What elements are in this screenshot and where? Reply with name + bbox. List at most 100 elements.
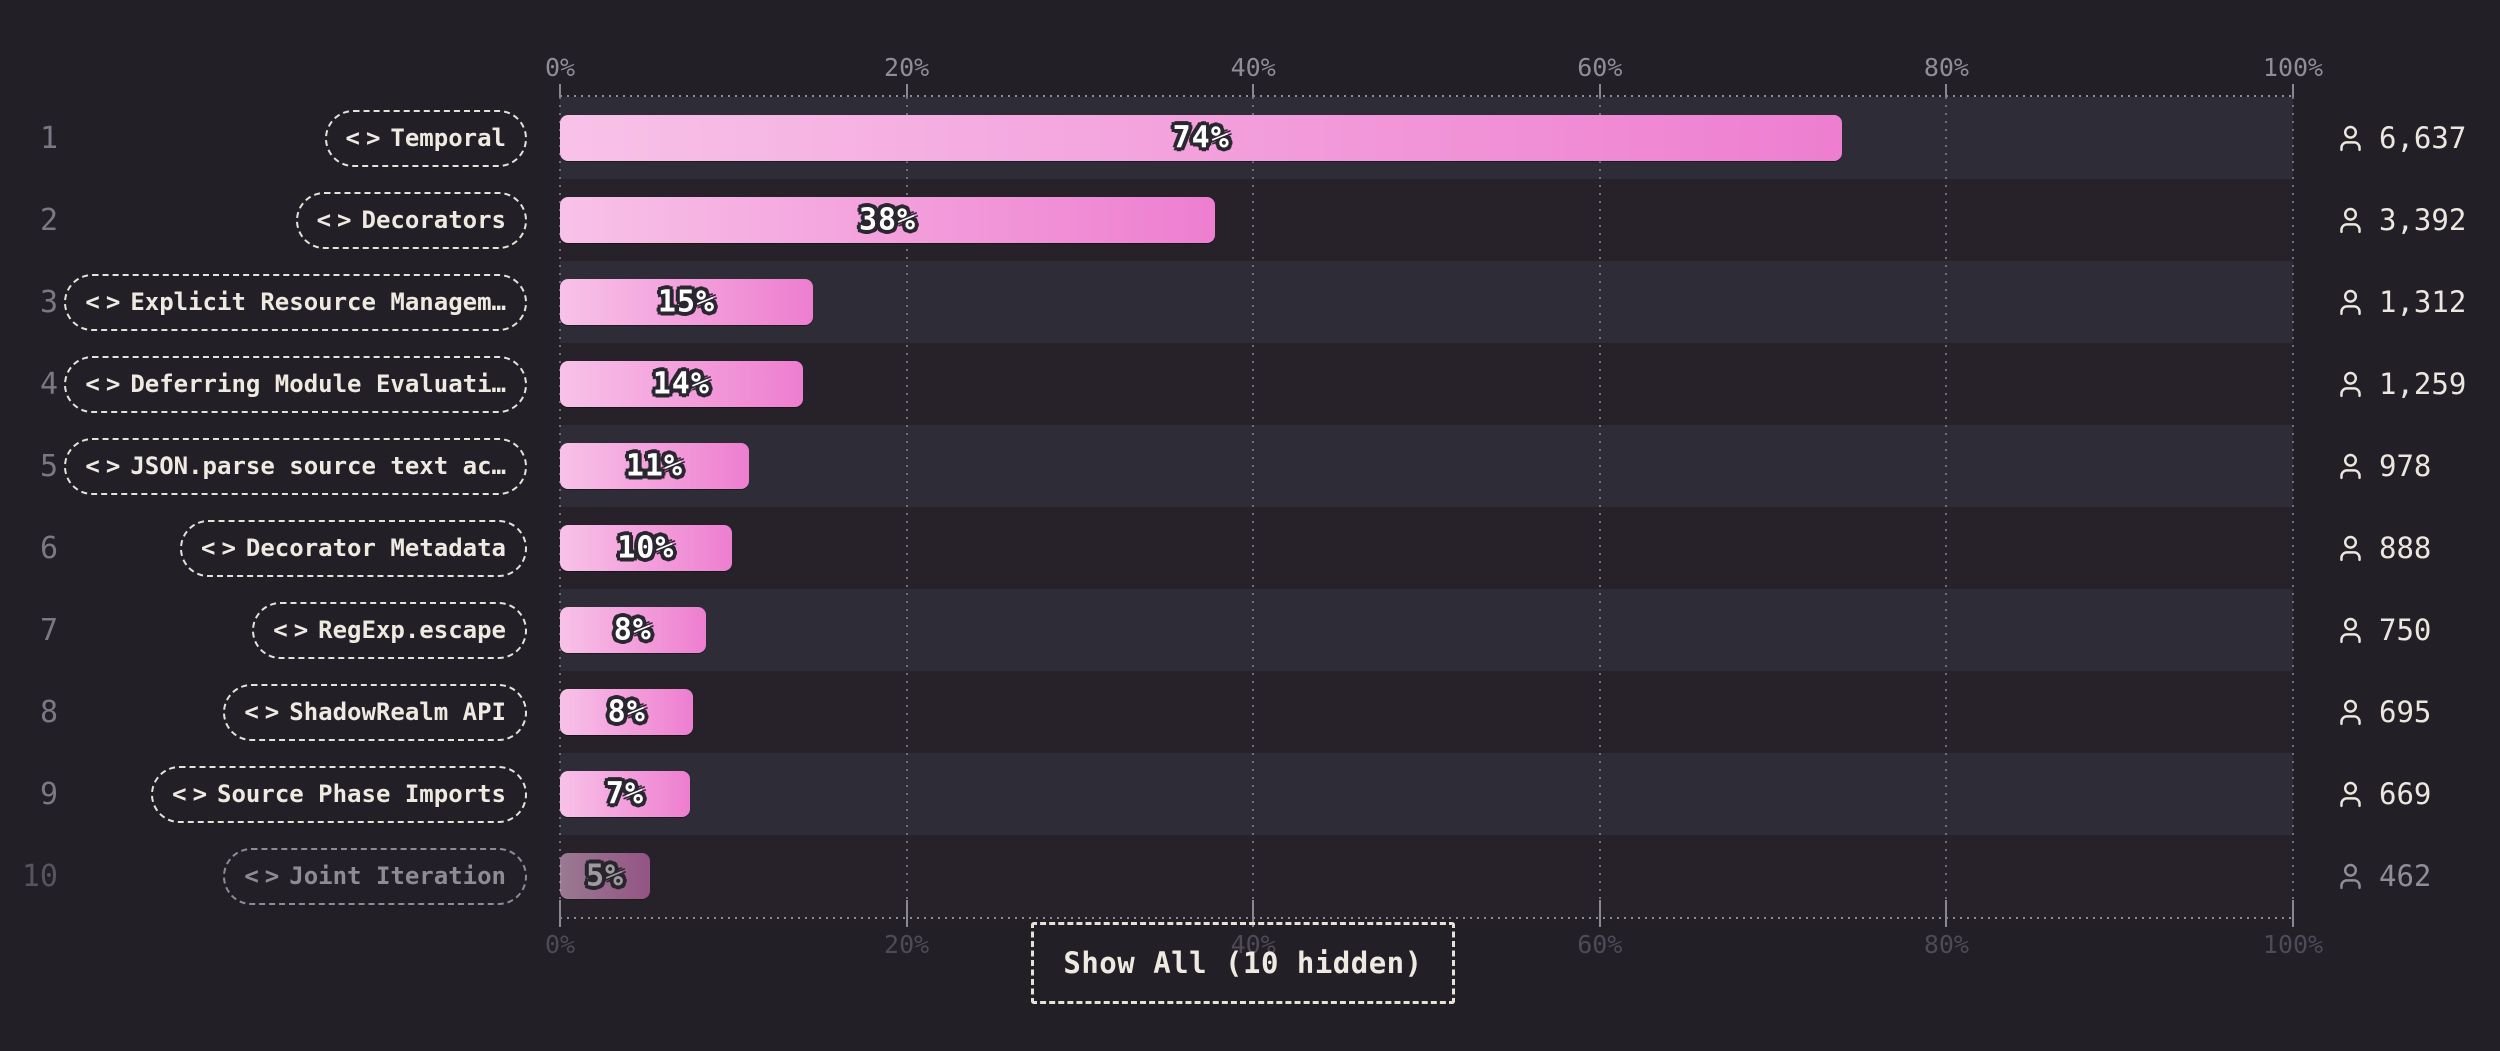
user-icon <box>2340 863 2361 889</box>
feature-label-row: 9 < > Source Phase Imports <box>0 753 527 835</box>
feature-bar[interactable]: 74% <box>560 115 1843 161</box>
feature-bar[interactable]: 10% <box>560 525 732 571</box>
gridline <box>1945 97 1948 917</box>
feature-name: Decorator Metadata <box>245 534 506 562</box>
respondent-count-row: 462 <box>2293 835 2500 917</box>
respondent-count: 695 <box>2379 695 2432 729</box>
code-icon: < > <box>244 698 280 726</box>
respondent-count: 3,392 <box>2379 203 2467 237</box>
axis-tick-label: 20% <box>884 930 930 959</box>
show-all-button[interactable]: Show All (10 hidden) <box>1031 922 1455 1004</box>
respondent-count-row: 888 <box>2293 507 2500 589</box>
feature-bar[interactable]: 15% <box>560 279 814 325</box>
gridline <box>1252 97 1255 917</box>
feature-name: JSON.parse source text ac… <box>130 452 506 480</box>
axis-tick-mark <box>1945 900 1948 927</box>
feature-pill[interactable]: < > RegExp.escape <box>252 601 527 659</box>
gridline <box>2292 97 2294 917</box>
axis-tick-mark <box>905 84 908 97</box>
feature-bar[interactable]: 7% <box>560 771 690 817</box>
respondent-count-row: 750 <box>2293 589 2500 671</box>
row-stripe <box>560 425 2293 507</box>
row-stripe <box>560 753 2293 835</box>
feature-pill[interactable]: < > Deferring Module Evaluati… <box>64 355 527 413</box>
feature-pill[interactable]: < > ShadowRealm API <box>223 683 527 741</box>
percent-label: 11% <box>625 448 684 484</box>
feature-name: Source Phase Imports <box>217 780 506 808</box>
percent-label: 10% <box>617 530 675 566</box>
feature-bar[interactable]: 8% <box>560 689 694 735</box>
axis-tick-mark <box>1945 84 1948 97</box>
rank-number: 7 <box>39 612 58 648</box>
user-icon <box>2340 371 2361 397</box>
percent-label: 74% <box>1172 120 1230 156</box>
percent-label: 38% <box>858 202 917 238</box>
axis-tick-mark <box>1252 84 1255 97</box>
respondent-count: 888 <box>2379 531 2432 565</box>
axis-tick-label: 0% <box>544 930 576 959</box>
feature-bar[interactable]: 38% <box>560 197 1216 243</box>
feature-label-row: 8 < > ShadowRealm API <box>0 671 527 753</box>
feature-name: Temporal <box>390 124 506 152</box>
feature-pill[interactable]: < > Decorator Metadata <box>180 519 527 577</box>
code-icon: < > <box>201 534 236 562</box>
feature-bar[interactable]: 14% <box>560 361 803 407</box>
code-icon: < > <box>244 862 280 890</box>
respondent-count-row: 695 <box>2293 671 2500 753</box>
feature-label-row: 2 < > Decorators <box>0 179 527 261</box>
feature-label-row: 5 < > JSON.parse source text ac… <box>0 425 527 507</box>
plot-area: 74% 38% 15% 14% 11% 10% 8% 8% 7% 5% <box>559 84 2294 927</box>
axis-tick-label: 0% <box>544 53 576 82</box>
respondent-count-row: 978 <box>2293 425 2500 507</box>
axis-tick-label: 100% <box>2262 930 2324 959</box>
rank-number: 9 <box>39 776 58 812</box>
axis-tick-mark <box>1598 84 1601 97</box>
feature-label-row: 7 < > RegExp.escape <box>0 589 527 671</box>
axis-tick-mark <box>559 900 561 927</box>
code-icon: < > <box>85 370 121 398</box>
feature-name: Deferring Module Evaluati… <box>130 370 506 398</box>
feature-pill[interactable]: < > Joint Iteration <box>223 847 527 905</box>
feature-bar[interactable]: 5% <box>560 853 651 899</box>
feature-label-row: 10 < > Joint Iteration <box>0 835 527 917</box>
respondent-count: 462 <box>2379 859 2432 893</box>
row-stripe <box>560 671 2293 753</box>
percent-label: 8% <box>607 694 646 730</box>
feature-label-row: 6 < > Decorator Metadata <box>0 507 527 589</box>
axis-tick-label: 80% <box>1923 930 1969 959</box>
feature-pill[interactable]: < > Explicit Resource Managem… <box>64 273 527 331</box>
feature-pill[interactable]: < > Decorators <box>295 191 527 249</box>
feature-pill[interactable]: < > Source Phase Imports <box>151 765 527 823</box>
feature-name: Explicit Resource Managem… <box>130 288 506 316</box>
rank-number: 5 <box>39 448 58 484</box>
respondent-count: 978 <box>2379 449 2432 483</box>
row-stripe <box>560 261 2293 343</box>
rank-number: 8 <box>39 694 58 730</box>
feature-pill[interactable]: < > Temporal <box>324 109 527 167</box>
feature-label-row: 1 < > Temporal <box>0 97 527 179</box>
code-icon: < > <box>85 288 121 316</box>
respondent-count: 6,637 <box>2379 121 2467 155</box>
user-icon <box>2340 207 2361 233</box>
percent-label: 5% <box>585 858 625 894</box>
respondent-count-row: 3,392 <box>2293 179 2500 261</box>
axis-tick-label: 60% <box>1577 53 1623 82</box>
row-stripe <box>560 507 2293 589</box>
row-stripe <box>560 835 2293 917</box>
feature-bar[interactable]: 11% <box>560 443 749 489</box>
code-icon: < > <box>273 616 309 644</box>
axis-bottom: 0% 20% 40% 60% 80% 100% <box>545 929 2323 961</box>
user-icon <box>2340 125 2361 151</box>
user-icon <box>2340 535 2361 561</box>
axis-top: 0% 20% 40% 60% 80% 100% <box>545 52 2323 84</box>
axis-tick-label: 100% <box>2262 53 2324 82</box>
percent-label: 8% <box>613 612 652 648</box>
feature-pill[interactable]: < > JSON.parse source text ac… <box>64 437 527 495</box>
rank-number: 2 <box>39 202 58 238</box>
feature-bar[interactable]: 8% <box>560 607 706 653</box>
rank-number: 10 <box>21 858 58 894</box>
respondent-count: 1,259 <box>2379 367 2467 401</box>
feature-name: Joint Iteration <box>289 862 506 890</box>
rank-number: 6 <box>39 530 58 566</box>
axis-tick-mark <box>905 900 908 927</box>
